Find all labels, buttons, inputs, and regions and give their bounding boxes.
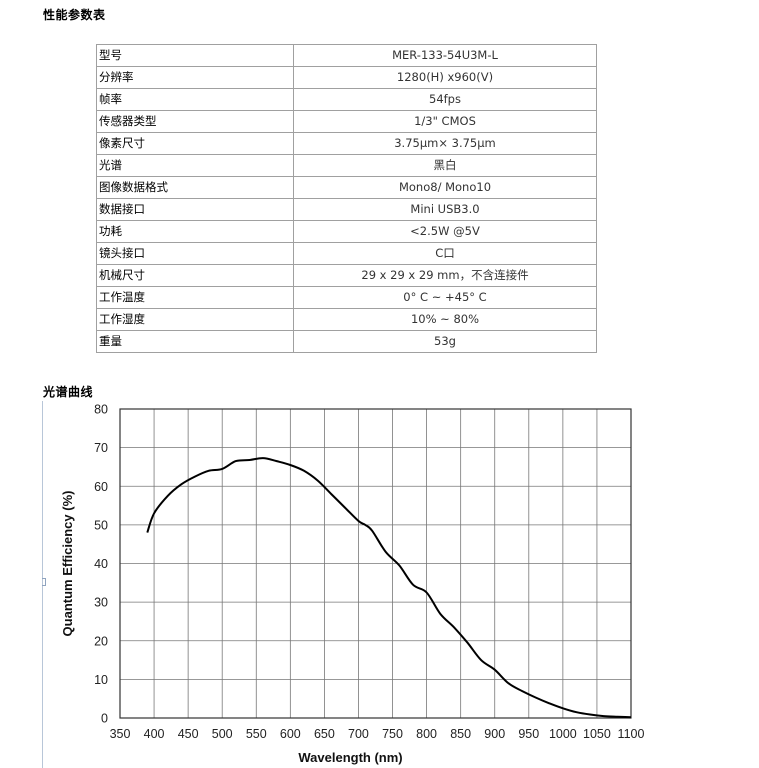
x-tick-label: 850 (450, 727, 471, 741)
spec-value: MER-133-54U3M-L (293, 44, 597, 67)
x-tick-label: 450 (178, 727, 199, 741)
y-tick-label: 20 (94, 634, 108, 648)
spectral-curve-title: 光谱曲线 (43, 385, 94, 399)
spec-key: 帧率 (96, 88, 294, 111)
spec-row: 机械尺寸 29 x 29 x 29 mm，不含连接件 (96, 264, 597, 287)
y-tick-label: 40 (94, 557, 108, 571)
left-border-marker (42, 578, 46, 586)
y-tick-label: 50 (94, 518, 108, 532)
y-tick-label: 80 (94, 403, 108, 417)
x-axis-label: Wavelength (nm) (298, 750, 402, 765)
x-tick-label: 1050 (583, 727, 611, 741)
specs-section-title: 性能参数表 (43, 8, 106, 22)
spec-key: 数据接口 (96, 198, 294, 221)
spec-value: <2.5W @5V (293, 220, 597, 243)
spec-row: 帧率 54fps (96, 88, 597, 111)
spec-row: 分辨率 1280(H) x960(V) (96, 66, 597, 89)
spec-row: 重量 53g (96, 330, 597, 353)
x-tick-label: 600 (280, 727, 301, 741)
spec-value: Mono8/ Mono10 (293, 176, 597, 199)
left-border-line (42, 401, 43, 768)
spec-value: 1/3" CMOS (293, 110, 597, 133)
spec-key: 图像数据格式 (96, 176, 294, 199)
spec-row: 功耗 <2.5W @5V (96, 220, 597, 243)
spec-key: 像素尺寸 (96, 132, 294, 155)
y-tick-label: 60 (94, 480, 108, 494)
x-tick-label: 400 (144, 727, 165, 741)
specs-table: 型号 MER-133-54U3M-L 分辨率 1280(H) x960(V) 帧率 54f… (96, 44, 597, 353)
spec-key: 重量 (96, 330, 294, 353)
spec-row: 图像数据格式 Mono8/ Mono10 (96, 176, 597, 199)
chart-grid (120, 409, 631, 718)
spec-row: 型号 MER-133-54U3M-L (96, 44, 597, 67)
spec-value: 54fps (293, 88, 597, 111)
plot-frame (119, 408, 632, 719)
x-tick-label: 1100 (618, 727, 645, 741)
spec-value: Mini USB3.0 (293, 198, 597, 221)
spec-row: 像素尺寸 3.75μm× 3.75μm (96, 132, 597, 155)
spec-value: 10% ~ 80% (293, 308, 597, 331)
spec-row: 数据接口 Mini USB3.0 (96, 198, 597, 221)
y-axis-ticks: 0 10 20 30 40 50 60 70 80 (94, 403, 108, 726)
spec-key: 光谱 (96, 154, 294, 177)
spec-value: 29 x 29 x 29 mm，不含连接件 (293, 264, 597, 287)
x-tick-label: 1000 (549, 727, 577, 741)
x-tick-label: 500 (212, 727, 233, 741)
spec-key: 分辨率 (96, 66, 294, 89)
spec-value: C口 (293, 242, 597, 265)
y-tick-label: 10 (94, 673, 108, 687)
spec-key: 镜头接口 (96, 242, 294, 265)
spec-row: 传感器类型 1/3" CMOS (96, 110, 597, 133)
spec-key: 功耗 (96, 220, 294, 243)
x-axis-ticks: 350 400 450 500 550 600 650 700 750 800 850 900 950 1… (110, 727, 645, 741)
spec-key: 工作湿度 (96, 308, 294, 331)
y-axis-label: Quantum Efficiency (%) (60, 491, 75, 637)
x-tick-label: 800 (416, 727, 437, 741)
spec-value: 1280(H) x960(V) (293, 66, 597, 89)
x-tick-label: 550 (246, 727, 267, 741)
spec-row: 工作湿度 10% ~ 80% (96, 308, 597, 331)
spec-value: 3.75μm× 3.75μm (293, 132, 597, 155)
y-tick-label: 70 (94, 441, 108, 455)
y-tick-label: 0 (101, 712, 108, 726)
qe-curve-line (146, 457, 632, 719)
spec-value: 53g (293, 330, 597, 353)
spec-key: 机械尺寸 (96, 264, 294, 287)
spec-row: 光谱 黑白 (96, 154, 597, 177)
x-tick-label: 950 (518, 727, 539, 741)
spec-key: 传感器类型 (96, 110, 294, 133)
spec-key: 型号 (96, 44, 294, 67)
y-tick-label: 30 (94, 596, 108, 610)
spectral-curve-chart: 350 400 450 500 550 600 650 700 750 800 850 900 950 1… (60, 403, 645, 766)
spec-value: 黑白 (293, 154, 597, 177)
x-tick-label: 650 (314, 727, 335, 741)
spec-row: 工作温度 0° C ~ +45° C (96, 286, 597, 309)
x-tick-label: 350 (110, 727, 131, 741)
spec-row: 镜头接口 C口 (96, 242, 597, 265)
x-tick-label: 900 (484, 727, 505, 741)
spec-value: 0° C ~ +45° C (293, 286, 597, 309)
x-tick-label: 700 (348, 727, 369, 741)
spec-key: 工作温度 (96, 286, 294, 309)
x-tick-label: 750 (382, 727, 403, 741)
